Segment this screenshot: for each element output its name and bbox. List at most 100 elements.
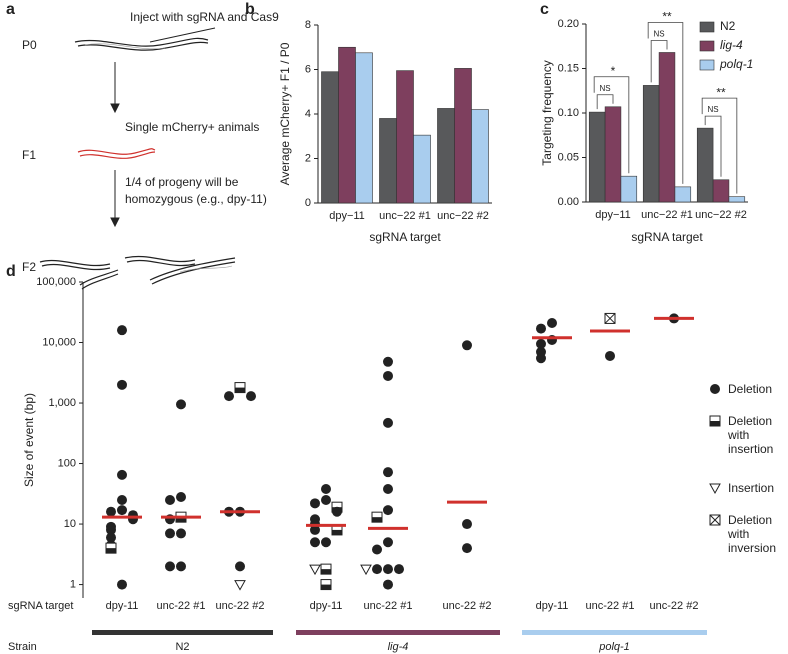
marker-shape [165, 528, 175, 539]
marker-shape [165, 494, 175, 505]
x-tick-label: dpy−11 [329, 210, 365, 222]
point-half-square [234, 382, 246, 394]
y-tick-label: 10,000 [42, 336, 76, 348]
y-tick-label: 100,000 [36, 276, 76, 288]
y-axis-label: Average mCherry+ F1 / P0 [278, 42, 292, 185]
marker-shape [709, 483, 721, 495]
point-circle [117, 505, 127, 516]
y-tick-label: 0.05 [558, 151, 579, 163]
marker-shape [383, 483, 393, 494]
y-tick-label: 100 [58, 457, 76, 469]
marker-shape [117, 579, 127, 590]
x-tick-label: unc−22 #1 [379, 210, 431, 222]
marker-shape [383, 537, 393, 548]
legend-label: polq-1 [719, 57, 753, 71]
marker-shape [106, 532, 116, 543]
y-axis-label: Targeting frequency [540, 60, 554, 165]
marker-fill [176, 517, 186, 523]
y-tick-label: 6 [305, 63, 311, 75]
significance-label: * [611, 64, 616, 78]
marker-shape [176, 399, 186, 410]
marker-fill [235, 387, 245, 393]
marker-shape [536, 353, 546, 364]
point-circle [176, 561, 186, 572]
bar [642, 85, 660, 203]
x-tick-label: dpy-11 [106, 600, 139, 612]
bar [454, 68, 472, 204]
point-circle [165, 528, 175, 539]
arrows [110, 62, 120, 228]
significance-bracket [593, 76, 630, 174]
point-circle [310, 498, 320, 509]
legend-label: lig-4 [720, 38, 743, 52]
marker-shape [321, 494, 331, 505]
point-circle [165, 494, 175, 505]
x-tick-label: dpy−11 [595, 209, 631, 221]
point-circle [117, 494, 127, 505]
x-tick-label: dpy-11 [536, 600, 569, 612]
marker-shape [310, 524, 320, 535]
point-circle [176, 492, 186, 503]
bar [728, 196, 746, 203]
significance-label: ** [716, 85, 726, 99]
significance-bracket [650, 40, 668, 83]
marker-shape [235, 561, 245, 572]
marker-shape [106, 524, 116, 535]
marker-shape [321, 483, 331, 494]
y-tick-label: 10 [64, 518, 76, 530]
marker-fill [332, 529, 342, 535]
marker-shape [462, 543, 472, 554]
marker-shape [372, 544, 382, 555]
marker-shape [536, 323, 546, 334]
point-triangle [234, 580, 246, 591]
point-circle [383, 505, 393, 516]
point-circle [383, 564, 393, 575]
marker-shape [117, 469, 127, 480]
y-tick-label: 0.00 [558, 196, 579, 208]
point-circle [462, 543, 472, 554]
strain-bar [296, 630, 500, 635]
step-text: homozygous (e.g., dpy-11) [125, 192, 267, 206]
marker-cross [604, 313, 616, 324]
marker-shape [605, 350, 615, 361]
y-tick-label: 2 [305, 152, 311, 164]
marker-shape [383, 579, 393, 590]
marker-shape [176, 561, 186, 572]
significance-label: NS [600, 84, 611, 93]
marker-shape [106, 506, 116, 517]
panel-label: c [540, 1, 549, 18]
marker-shape [536, 338, 546, 349]
marker-fill [321, 584, 331, 590]
marker-shape [117, 325, 127, 336]
panel-label: b [245, 1, 255, 18]
strain-label: lig-4 [388, 641, 409, 653]
x-axis-label: sgRNA target [369, 230, 441, 244]
x-tick-label: unc−22 #2 [437, 210, 489, 222]
y-tick-label: 0.15 [558, 62, 579, 74]
row-label: Strain [8, 641, 37, 653]
worm-drawings [39, 27, 236, 290]
strain-label: polq-1 [598, 641, 630, 653]
marker-shape [165, 561, 175, 572]
point-circle [383, 370, 393, 381]
bar [396, 70, 414, 204]
point-circle [462, 340, 472, 351]
point-circle [106, 532, 116, 543]
point-circle [605, 350, 615, 361]
point-circle [321, 494, 331, 505]
marker-fill [372, 517, 382, 523]
point-circle [117, 325, 127, 336]
point-circle [383, 579, 393, 590]
legend-label: N2 [720, 19, 736, 33]
point-circle [383, 467, 393, 478]
point-circle [536, 323, 546, 334]
legend-label: Deletion [728, 382, 773, 396]
bar [437, 108, 455, 204]
panel-label: d [6, 263, 16, 280]
x-axis-label: sgRNA target [631, 230, 703, 244]
point-triangle [360, 564, 372, 576]
marker-shape [383, 370, 393, 381]
marker-shape [710, 384, 720, 394]
point-circle [383, 483, 393, 494]
marker-shape [383, 356, 393, 367]
